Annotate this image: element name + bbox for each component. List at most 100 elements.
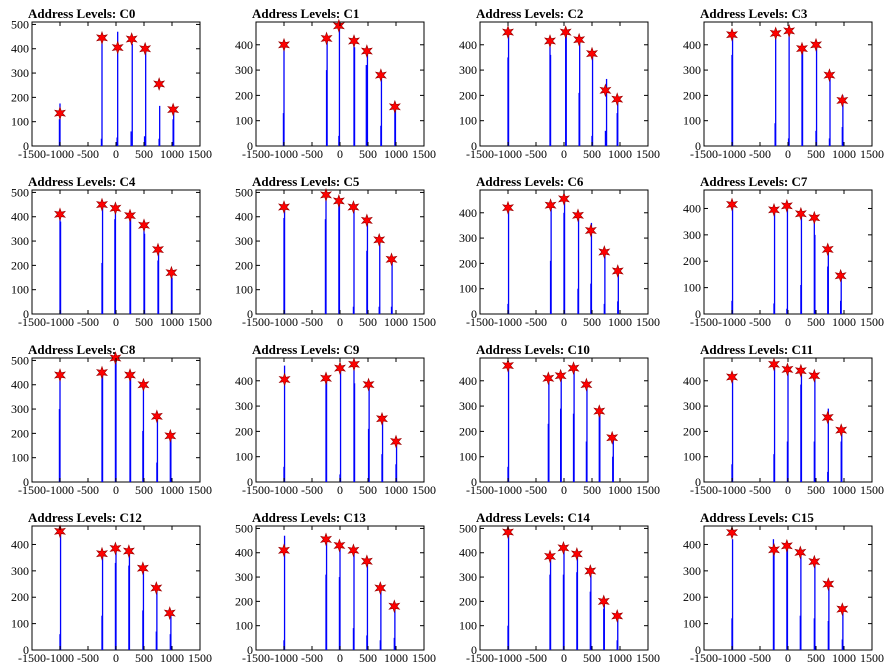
peak-marker [163,606,176,620]
peak-marker [96,365,108,380]
peak-marker [768,202,780,217]
peak-marker [726,370,738,384]
y-tick-label: 0 [471,475,477,489]
y-tick-label: 200 [11,426,29,440]
chart-title: Address Levels: C1 [252,6,360,21]
x-tick-label: -500 [77,315,99,329]
x-tick-label: -500 [301,483,323,497]
x-tick-label: 0 [113,651,119,665]
x-tick-label: -1500 [466,147,494,161]
peak-marker [347,543,360,558]
chart-title: Address Levels: C12 [28,510,142,525]
y-tick-label: 200 [11,258,29,272]
peak-marker [573,32,586,47]
x-tick-label: 1000 [832,651,856,665]
y-tick-label: 400 [235,374,253,388]
y-tick-label: 500 [11,353,29,367]
x-tick-label: 1000 [832,147,856,161]
x-tick-label: 500 [583,147,601,161]
y-tick-label: 400 [683,38,701,52]
chart-plot: 0 100 200 300 400 500 -1500 -1000 -500 0 500 1000 15… [459,521,660,665]
peak-marker [822,577,835,591]
x-tick-label: 1000 [160,483,184,497]
peak-marker [167,102,180,117]
y-tick-label: 0 [695,643,701,657]
peak-marker [567,361,580,376]
x-tick-label: -500 [749,483,771,497]
peak-marker [320,187,332,202]
x-tick-label: 500 [807,315,825,329]
peak-marker [584,223,597,238]
x-tick-label: 0 [561,651,567,665]
x-tick-label: -1000 [494,483,522,497]
chart-panel: Address Levels: C14 0 100 200 300 400 500 -1500… [448,504,672,672]
x-tick-label: -500 [525,147,547,161]
x-tick-label: -500 [749,315,771,329]
y-tick-label: 200 [235,594,253,608]
y-tick-label: 0 [247,643,253,657]
chart-plot: 0 100 200 300 400 500 -1500 -1000 -500 0 500 1000 15… [235,521,436,665]
chart-plot: 0 100 200 300 400 -1500 -1000 -500 0 500 1000 1500 [11,524,212,665]
y-tick-label: 300 [459,399,477,413]
x-tick-label: 500 [583,651,601,665]
y-tick-label: 300 [11,564,29,578]
peak-marker [373,232,386,247]
peak-marker [320,371,332,386]
peak-marker [836,93,849,108]
chart-plot: 0 100 200 300 400 500 -1500 -1000 -500 0 500 1000 15… [235,185,436,329]
x-tick-label: -1000 [718,315,746,329]
peak-marker [611,264,624,278]
x-tick-label: 0 [785,315,791,329]
x-tick-label: 1000 [160,651,184,665]
x-tick-label: 1500 [860,651,884,665]
peak-marker [360,554,373,569]
x-tick-label: 500 [807,147,825,161]
y-tick-label: 300 [11,66,29,80]
chart-title: Address Levels: C2 [476,6,584,21]
x-tick-label: 1500 [860,315,884,329]
x-tick-label: 1000 [384,651,408,665]
chart-plot: 0 100 200 300 400 500 -1500 -1000 -500 0 500 1000 15… [11,17,212,161]
x-tick-label: 1500 [412,651,436,665]
peak-marker [376,411,388,426]
y-tick-label: 300 [235,399,253,413]
y-tick-label: 0 [23,475,29,489]
y-tick-label: 400 [235,210,253,224]
peak-marker [808,554,821,569]
peak-marker [360,44,373,59]
peak-marker [385,252,398,267]
chart-title: Address Levels: C14 [476,510,590,525]
x-tick-label: 1000 [608,147,632,161]
peak-marker [96,30,108,45]
peak-marker [572,208,584,223]
peak-marker [584,564,597,578]
peak-marker [810,37,822,52]
y-tick-label: 400 [683,201,701,215]
chart-panel: Address Levels: C12 0 100 200 300 400 -1500 -10… [0,504,224,672]
peak-marker [109,351,122,365]
x-tick-label: 1500 [412,483,436,497]
y-tick-label: 0 [695,139,701,153]
y-tick-label: 300 [235,234,253,248]
y-tick-label: 0 [247,475,253,489]
x-tick-label: 1000 [160,147,184,161]
peak-marker [150,409,163,424]
y-tick-label: 100 [11,451,29,465]
peak-marker [278,372,291,387]
x-tick-label: -1500 [18,651,46,665]
chart-plot: 0 100 200 300 400 -1500 -1000 -500 0 500 1000 1500 [683,357,884,497]
peak-marker [278,37,290,52]
x-tick-label: 0 [337,315,343,329]
peak-marker [593,404,606,419]
x-tick-label: -1500 [466,651,494,665]
chart-plot: 0 100 200 300 400 -1500 -1000 -500 0 500 1000 1500 [459,357,660,497]
peak-marker [558,191,570,206]
x-tick-label: -500 [301,315,323,329]
y-tick-label: 400 [683,374,701,388]
x-tick-label: 500 [359,147,377,161]
chart-panel: Address Levels: C9 0 100 200 300 400 -1500 -100… [224,336,448,504]
x-tick-label: 1000 [832,483,856,497]
chart-title: Address Levels: C13 [252,510,366,525]
y-tick-label: 500 [11,185,29,199]
x-tick-label: -1000 [46,147,74,161]
